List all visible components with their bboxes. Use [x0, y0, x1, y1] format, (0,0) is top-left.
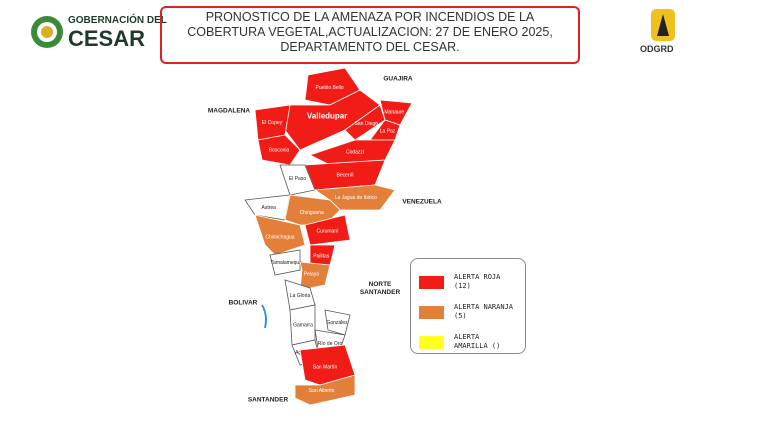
- municipality-label: Río de Oro: [318, 341, 343, 347]
- title: PRONOSTICO DE LA AMENAZA POR INCENDIOS D…: [160, 6, 580, 64]
- municipality: [294, 374, 356, 406]
- org-name: CESAR: [68, 26, 146, 51]
- region-label: SANTANDER: [248, 397, 289, 404]
- municipality-label: San Martín: [313, 364, 338, 370]
- municipality-label: San Diego: [355, 121, 379, 127]
- legend-label: ALERTA ROJA (12): [454, 273, 501, 290]
- municipality-label: Codazzi: [346, 149, 364, 155]
- municipality-label: Curumaní: [317, 229, 340, 235]
- municipality: [269, 249, 301, 276]
- municipality-label: El Paso: [289, 176, 306, 182]
- legend-label: ALERTA NARANJA (5): [454, 303, 514, 320]
- municipality: [257, 134, 301, 166]
- municipality-label: San Alberto: [309, 388, 335, 394]
- municipality-label: González: [326, 320, 348, 326]
- region-label: NORTE SANTANDER: [360, 281, 401, 296]
- region-label: GUAJIRA: [383, 76, 413, 83]
- logo-icon: [651, 9, 675, 41]
- region-label: VENEZUELA: [402, 199, 442, 206]
- legend-swatch: [419, 335, 444, 349]
- municipality-label: Bosconia: [269, 147, 290, 153]
- municipality-label: Chiriguana: [300, 210, 324, 216]
- municipality-label: El Copey: [262, 120, 283, 126]
- legend-item: ALERTA ROJA (12): [419, 273, 516, 291]
- municipality-label: Gamarra: [293, 322, 313, 328]
- region-label: MAGDALENA: [208, 108, 251, 115]
- municipality-label: Pailitas: [313, 254, 330, 260]
- municipality-label: Valledupar: [307, 112, 347, 121]
- legend-item: ALERTA AMARILLA (): [419, 333, 516, 351]
- legend-swatch: [419, 275, 444, 289]
- municipality-label: Pueblo Bello: [316, 85, 344, 91]
- municipality: [304, 214, 351, 246]
- municipality-label: Becerril: [337, 172, 354, 178]
- logo-emblem: [31, 16, 63, 48]
- municipality-label: Pelaya: [304, 272, 320, 278]
- municipality-label: Manaure: [384, 109, 404, 115]
- region-label: BOLIVAR: [229, 300, 258, 307]
- legend-swatch: [419, 305, 444, 319]
- municipality-label: La Jagua de Ibirico: [335, 195, 377, 201]
- logo-text: ODGRD: [640, 44, 674, 54]
- municipality-label: Tamalameque: [271, 260, 303, 266]
- municipality: [254, 214, 306, 256]
- municipality-label: La Gloria: [290, 293, 311, 299]
- legend-item: ALERTA NARANJA (5): [419, 303, 516, 321]
- municipality: [299, 261, 331, 291]
- legend-label: ALERTA AMARILLA (): [454, 333, 501, 350]
- municipality-label: La Paz: [380, 129, 396, 135]
- legend: ALERTA ROJA (12) ALERTA NARANJA (5) ALERTA…: [410, 258, 526, 354]
- municipality-label: Chimichagua: [265, 234, 294, 240]
- municipality-label: Astrea: [262, 205, 277, 211]
- org-name: GOBERNACIÓN DEL: [68, 15, 167, 26]
